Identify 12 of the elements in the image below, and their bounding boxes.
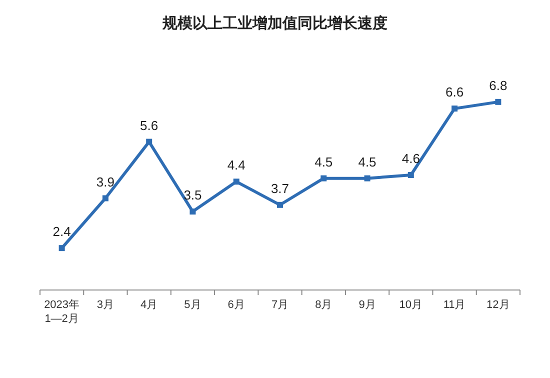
point (320, 175, 327, 182)
point (102, 195, 108, 202)
point (408, 172, 414, 178)
point (58, 245, 65, 252)
point (146, 138, 152, 145)
point (277, 202, 283, 208)
point (452, 106, 458, 112)
title: 规模以上工业增加值同比增长速度 (162, 15, 388, 32)
point (190, 208, 196, 215)
point (495, 98, 502, 105)
point (233, 178, 240, 185)
point (364, 175, 370, 182)
